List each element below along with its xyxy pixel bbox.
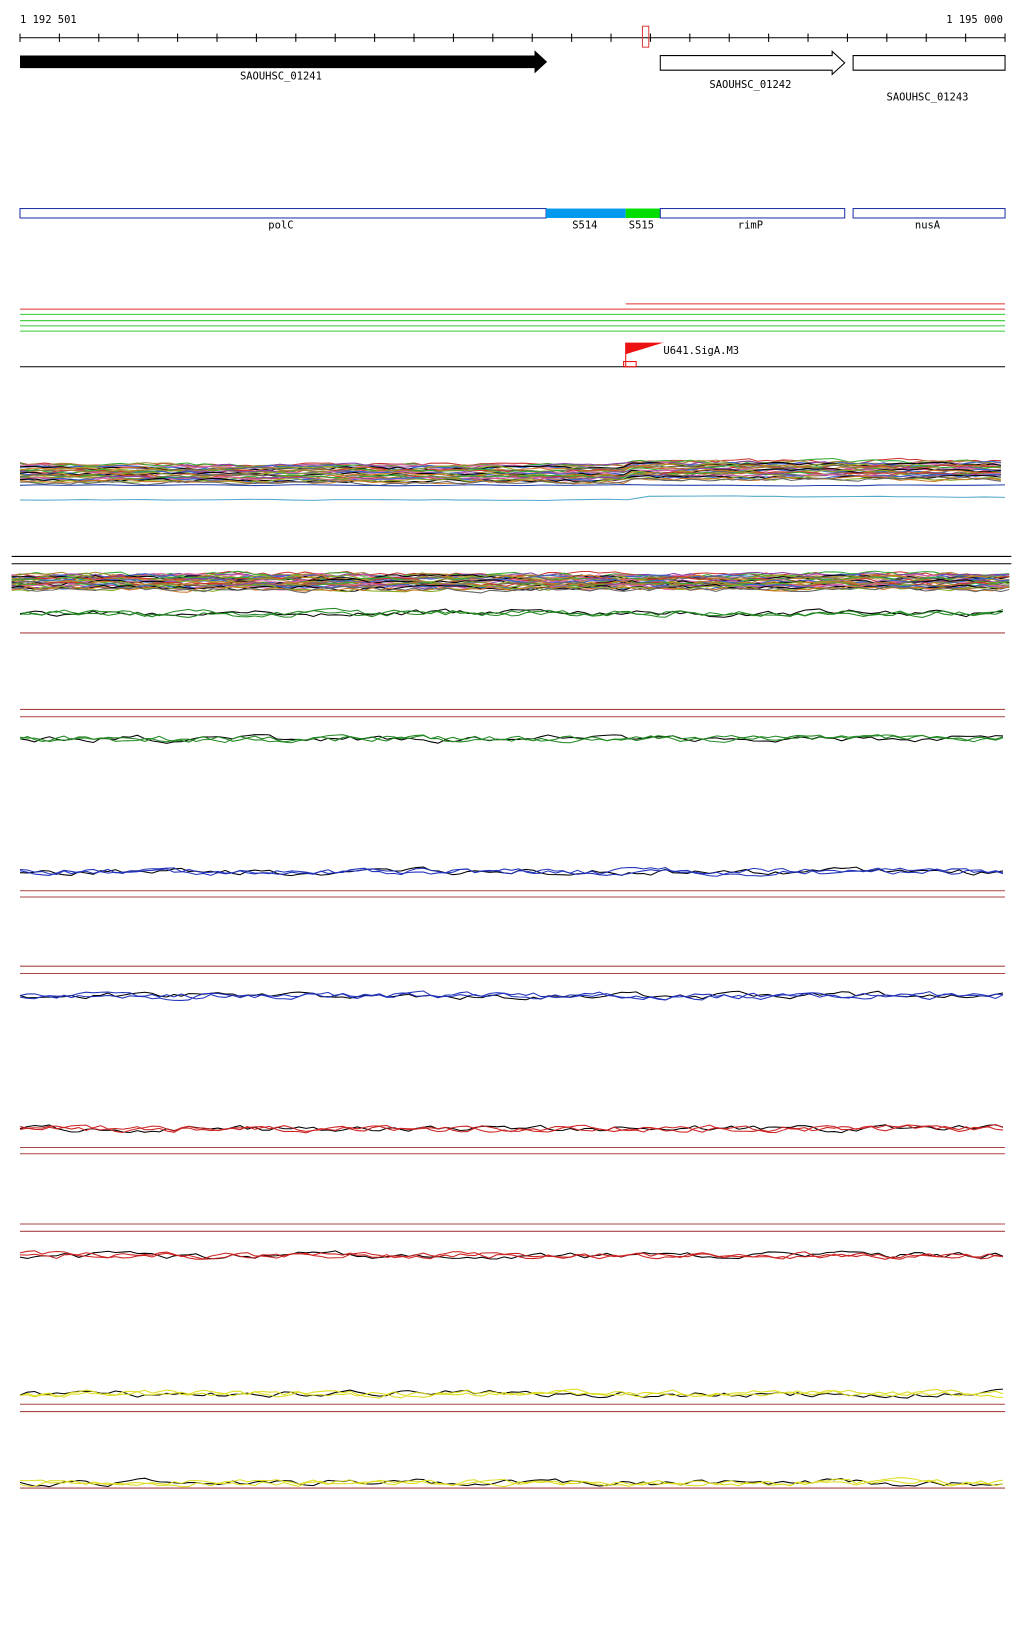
segment (659, 208, 846, 219)
trace (19, 608, 1004, 618)
promoter-flag (623, 361, 637, 368)
trace (19, 1478, 1004, 1488)
segment-label: rimP (738, 219, 763, 231)
trace (19, 464, 1001, 474)
gene-label: SAOUHSC_01243 (887, 92, 969, 104)
gene-arrow (659, 50, 846, 76)
trace (19, 472, 1001, 483)
trace (11, 585, 1010, 593)
segment-label: S515 (629, 219, 654, 231)
segment (625, 208, 661, 218)
ruler-start: 1 192 501 (20, 14, 77, 26)
ruler-end: 1 195 000 (946, 14, 1003, 26)
trace (19, 867, 1004, 877)
gene-arrow (20, 50, 548, 74)
trace (19, 607, 1004, 618)
trace (19, 866, 1004, 877)
segment (546, 208, 626, 218)
trace (19, 734, 1004, 743)
trace (19, 1250, 1004, 1260)
trace (19, 1389, 1003, 1399)
promoter-label: U641.SigA.M3 (663, 345, 739, 357)
segment (852, 208, 1006, 219)
trace (19, 495, 1006, 502)
trace (11, 581, 1010, 590)
trace (19, 990, 1003, 1001)
trace (19, 1477, 1004, 1488)
gene-label: SAOUHSC_01242 (709, 79, 791, 91)
segment-label: polC (268, 219, 293, 231)
gene-arrow (852, 55, 1006, 71)
segment-label: S514 (572, 219, 597, 231)
trace (19, 734, 1004, 744)
trace (19, 476, 1001, 486)
gene-label: SAOUHSC_01241 (240, 71, 322, 83)
trace (19, 1123, 1004, 1134)
trace (11, 585, 1010, 594)
segment-label: nusA (915, 219, 941, 231)
trace (19, 1388, 1003, 1399)
position-marker (641, 25, 650, 48)
ruler-ticks (19, 33, 1006, 42)
trace (19, 1388, 1004, 1398)
trace (11, 584, 1010, 593)
promoter-flag (625, 342, 664, 355)
traces (11, 457, 1010, 1489)
trace (19, 1250, 1004, 1260)
trace (19, 1124, 1004, 1134)
trace (19, 484, 1006, 487)
segment (19, 208, 547, 219)
trace (19, 991, 1004, 1001)
